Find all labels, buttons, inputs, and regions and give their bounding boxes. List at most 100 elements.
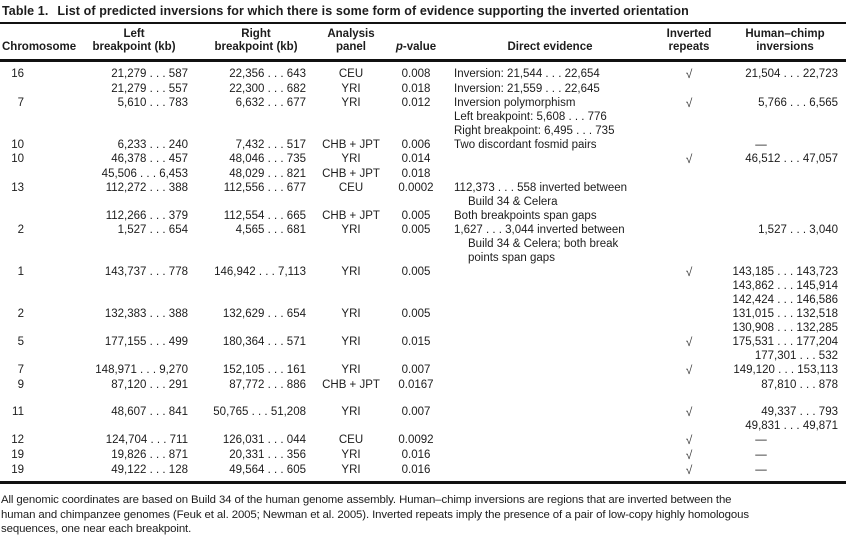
cell-chromosome: 5 <box>0 335 72 363</box>
p-italic: p <box>395 41 403 53</box>
cell-right-breakpoint: 50,765 . . . 51,208 <box>213 406 306 418</box>
cell-left-breakpoint: 19,826 . . . 871 <box>111 449 188 461</box>
cell-right-breakpoint: 49,564 . . . 605 <box>229 464 306 476</box>
check-icon: √ <box>685 265 693 279</box>
cell-direct-evidence <box>446 463 654 478</box>
cell-right-breakpoint: 152,105 . . . 161 <box>222 364 306 376</box>
cell-human-chimp-inversions: — <box>724 463 846 478</box>
table-row: 11 48,607 . . . 841 50,765 . . . 51,208 YRI… <box>0 392 846 433</box>
table-row: 9 87,120 . . . 291 87,772 . . . 886 CHB + J… <box>0 378 846 392</box>
cell-direct-evidence <box>446 363 654 378</box>
cell-p-value: 0.005 <box>401 266 431 278</box>
cell-inverted-repeats <box>654 378 724 392</box>
cell-left-breakpoint: 21,279 . . . 587 <box>111 68 188 80</box>
cell-p-value: 0.006 <box>401 139 431 151</box>
table-row: 5 177,155 . . . 499 180,364 . . . 571 YRI 0.… <box>0 335 846 363</box>
cell-right-breakpoint: 6,632 . . . 677 <box>235 97 306 109</box>
cell-right-breakpoint: 48,046 . . . 735 <box>229 153 306 165</box>
hc-inversion-value: 1,527 . . . 3,040 <box>758 224 838 236</box>
table-bottom-divider <box>0 481 846 484</box>
table-row: 2 1,527 . . . 654 4,565 . . . 681 YRI 0.005 1… <box>0 223 846 265</box>
cell-human-chimp-inversions: 21,504 . . . 22,723 <box>724 61 846 83</box>
no-value-dash: — <box>755 434 767 446</box>
chromosome-value: 2 <box>17 308 24 320</box>
col-header-direct-evidence: Direct evidence <box>446 24 654 62</box>
col-header-label: repeats <box>668 41 710 53</box>
hc-inversion-value: 5,766 . . . 6,565 <box>758 97 838 109</box>
title-divider <box>0 22 846 24</box>
cell-chromosome <box>0 82 72 96</box>
cell-p-value: 0.005 <box>401 224 431 236</box>
col-header-label: Human–chimp <box>745 28 825 40</box>
cell-direct-evidence <box>446 307 654 335</box>
col-header-label: inversions <box>756 41 814 53</box>
cell-inverted-repeats: √ <box>654 392 724 433</box>
cell-direct-evidence <box>446 152 654 167</box>
cell-human-chimp-inversions: — <box>724 448 846 463</box>
cell-human-chimp-inversions <box>724 181 846 209</box>
hc-inversion-value: 177,301 . . . 532 <box>754 350 838 362</box>
col-header-label: panel <box>335 41 367 53</box>
table-row: 16 21,279 . . . 587 22,356 . . . 643 CEU 0.0… <box>0 61 846 83</box>
col-header-label: Analysis <box>327 28 375 40</box>
cell-analysis-panel: YRI <box>341 364 361 376</box>
cell-direct-evidence <box>446 448 654 463</box>
table-title-label: Table 1. <box>2 4 49 18</box>
cell-human-chimp-inversions: 5,766 . . . 6,565 <box>724 96 846 138</box>
cell-left-breakpoint: 6,233 . . . 240 <box>117 139 188 151</box>
table-row: 2 132,383 . . . 388 132,629 . . . 654 YRI 0.… <box>0 307 846 335</box>
cell-left-breakpoint: 177,155 . . . 499 <box>104 336 188 348</box>
cell-chromosome: 1 <box>0 265 72 307</box>
check-icon: √ <box>685 152 693 166</box>
col-header-label: p-value <box>386 41 446 54</box>
evidence-line: Both breakpoints span gaps <box>454 210 597 222</box>
cell-direct-evidence: Two discordant fosmid pairs <box>446 138 654 152</box>
cell-right-breakpoint: 48,029 . . . 821 <box>229 168 306 180</box>
cell-left-breakpoint: 46,378 . . . 457 <box>111 153 188 165</box>
cell-right-breakpoint: 4,565 . . . 681 <box>235 224 306 236</box>
evidence-line: Build 34 & Celera; both break <box>468 238 619 250</box>
check-icon: √ <box>685 433 693 447</box>
cell-right-breakpoint: 20,331 . . . 356 <box>229 449 306 461</box>
evidence-line: 1,627 . . . 3,044 inverted between <box>454 224 625 236</box>
cell-p-value: 0.018 <box>401 83 431 95</box>
cell-analysis-panel: YRI <box>341 308 361 320</box>
cell-direct-evidence <box>446 265 654 307</box>
header-row: Chromosome Left breakpoint (kb) Right br… <box>0 24 846 62</box>
check-icon: √ <box>685 405 693 419</box>
table-title-caption: List of predicted inversions for which t… <box>57 4 689 18</box>
cell-inverted-repeats <box>654 82 724 96</box>
hc-inversion-value: 87,810 . . . 878 <box>761 379 838 391</box>
cell-left-breakpoint: 87,120 . . . 291 <box>111 379 188 391</box>
hc-inversion-value: 143,862 . . . 145,914 <box>732 280 838 292</box>
cell-chromosome: 12 <box>0 433 72 448</box>
cell-p-value: 0.018 <box>401 168 431 180</box>
col-header-inverted-repeats: Inverted repeats <box>654 24 724 62</box>
hc-inversion-value: 46,512 . . . 47,057 <box>745 153 838 165</box>
check-icon: √ <box>685 335 693 349</box>
table-row: 7 148,971 . . . 9,270 152,105 . . . 161 YRI… <box>0 363 846 378</box>
table-row: 112,266 . . . 379 112,554 . . . 665 CHB + … <box>0 209 846 223</box>
cell-analysis-panel: YRI <box>341 97 361 109</box>
hc-inversion-value: 49,831 . . . 49,871 <box>745 420 838 432</box>
cell-inverted-repeats: √ <box>654 335 724 363</box>
check-icon: √ <box>685 96 693 110</box>
table-row: 12 124,704 . . . 711 126,031 . . . 044 CEU 0… <box>0 433 846 448</box>
cell-analysis-panel: CHB + JPT <box>322 168 380 180</box>
col-header-label: Direct evidence <box>507 41 593 53</box>
no-value-dash: — <box>755 139 767 151</box>
hc-inversion-value: 149,120 . . . 153,113 <box>733 364 838 376</box>
cell-left-breakpoint: 112,272 . . . 388 <box>105 182 188 194</box>
cell-chromosome: 11 <box>0 392 72 433</box>
cell-direct-evidence <box>446 392 654 433</box>
footnote-line: All genomic coordinates are based on Bui… <box>1 494 732 506</box>
cell-analysis-panel: YRI <box>341 406 361 418</box>
cell-inverted-repeats <box>654 138 724 152</box>
table-title: Table 1. List of predicted inversions for… <box>0 3 846 22</box>
cell-chromosome <box>0 167 72 181</box>
cell-human-chimp-inversions: 175,531 . . . 177,204 177,301 . . . 532 <box>724 335 846 363</box>
cell-human-chimp-inversions <box>724 82 846 96</box>
cell-analysis-panel: YRI <box>341 224 361 236</box>
chromosome-value: 1 <box>17 266 24 278</box>
